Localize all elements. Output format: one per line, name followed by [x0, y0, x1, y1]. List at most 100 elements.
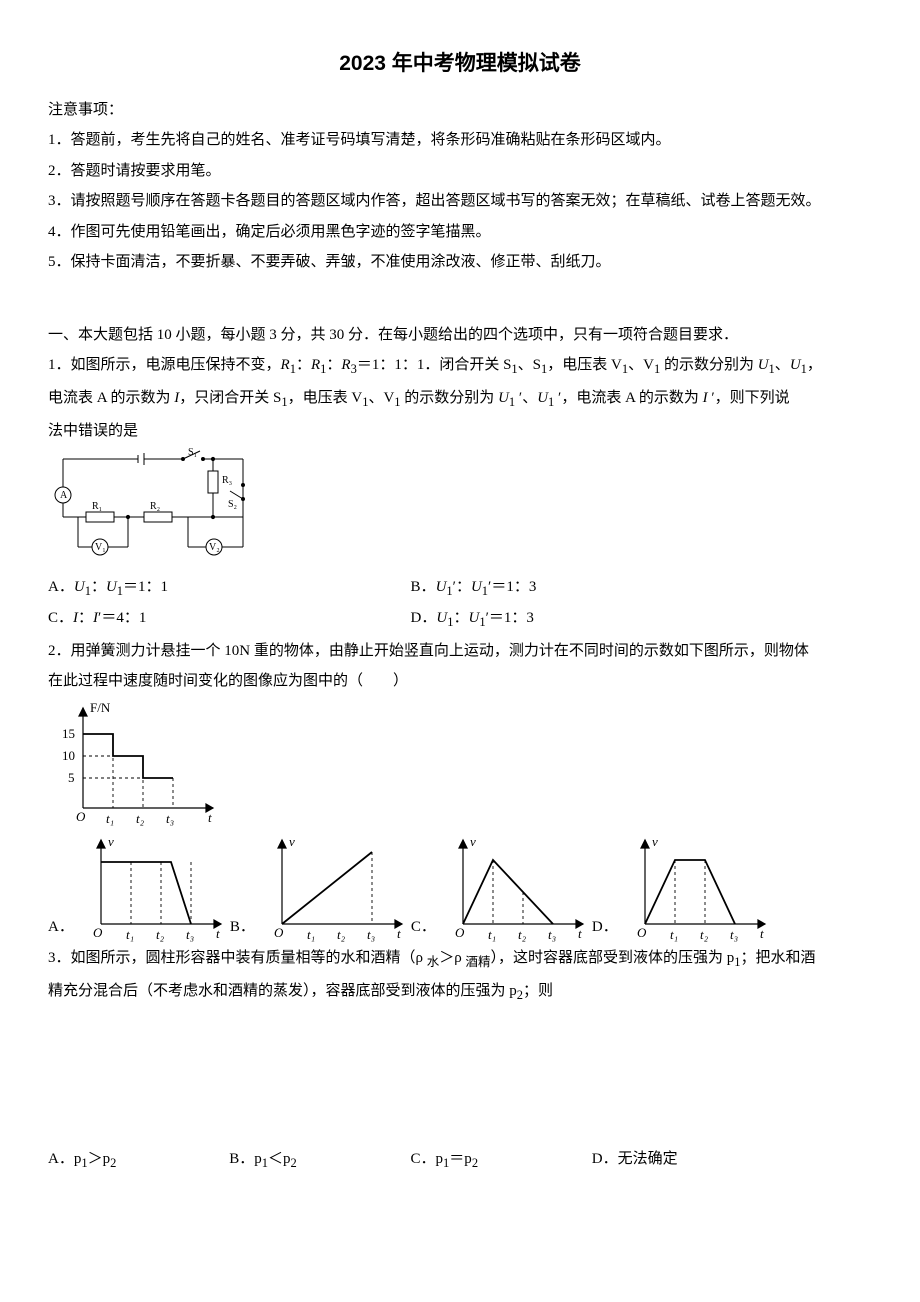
q3-options: A．p1＞p2 B．p1＜p2 C．p1＝p2 D．无法确定 [48, 1145, 872, 1176]
notice-3: 3．请按照题号顺序在答题卡各题目的答题区域内作答，超出答题区域书写的答案无效；在… [48, 187, 872, 216]
q3-stem-line1: 3．如图所示，圆柱形容器中装有质量相等的水和酒精（ρ 水＞ρ 酒精），这时容器底… [48, 944, 872, 975]
vt-graph-a: vtO t₁t₂t₃ [76, 832, 226, 942]
svg-text:t₁: t₁ [126, 927, 134, 942]
v1-label: V₁ [95, 542, 106, 553]
q3-option-c: C．p1＝p2 [411, 1145, 592, 1176]
text: A．p [48, 1151, 81, 1167]
q1-circuit-diagram: A R₁ R₂ R₃ S₁ S₂ V₁ V₂ [48, 447, 258, 567]
ylabel: F/N [90, 700, 111, 715]
text: 3．如图所示，圆柱形容器中装有质量相等的水和酒精（ρ [48, 950, 427, 966]
ytick-15: 15 [62, 726, 75, 741]
svg-text:O: O [274, 925, 284, 940]
q1-option-c: C．I：I′＝4：1 [48, 604, 411, 635]
text: ），这时容器底部受到液体的压强为 p [491, 950, 735, 966]
q2-force-chart: F/N t 15 10 5 O t₁ t₂ t₃ [48, 698, 223, 828]
q2-stem-line1: 2．用弹簧测力计悬挂一个 10N 重的物体，由静止开始竖直向上运动，测力计在不同… [48, 637, 872, 666]
notice-4: 4．作图可先使用铅笔画出，确定后必须用黑色字迹的签字笔描黑。 [48, 218, 872, 247]
text: ＝1：1 [123, 579, 168, 595]
text: 的示数分别为 [401, 390, 499, 406]
text: ′，电流表 A 的示数为 [554, 390, 702, 406]
svg-text:v: v [652, 834, 658, 849]
text: 、S [518, 357, 541, 373]
label-d: D． [592, 913, 618, 942]
q1-options: A．U1：U1＝1：1 B．U1′：U1′＝1：3 C．I：I′＝4：1 D．U… [48, 573, 872, 635]
q3-option-b: B．p1＜p2 [229, 1145, 410, 1176]
q1-stem-line1: 1．如图所示，电源电压保持不变，R1：R1：R3＝1：1：1．闭合开关 S1、S… [48, 351, 872, 382]
vt-graph-d: v t O t₁ t₂ t₃ [620, 832, 770, 942]
text: ＝4：1 [101, 610, 146, 626]
svg-text:O: O [455, 925, 465, 940]
svg-text:t: t [760, 926, 764, 941]
ammeter-label: A [60, 490, 68, 501]
xlabel: t [208, 810, 212, 825]
q2-option-graphs: A． vtO t₁t₂t₃ B． [48, 832, 872, 942]
svg-text:t₃: t₃ [367, 927, 375, 942]
text: 的示数分别为 [660, 357, 758, 373]
s1-label: S₁ [188, 447, 197, 458]
svg-text:t: t [578, 926, 582, 941]
text: ；把水和酒 [741, 950, 816, 966]
notice-5: 5．保持卡面清洁，不要折暴、不要弄破、弄皱，不准使用涂改液、修正带、刮纸刀。 [48, 248, 872, 277]
svg-text:t₁: t₁ [670, 927, 678, 942]
origin: O [76, 809, 86, 824]
text: ， [807, 357, 822, 373]
q2-option-a: A． vtO t₁t₂t₃ [48, 832, 226, 942]
svg-text:v: v [470, 834, 476, 849]
vt-graph-c: v t O t₁ t₂ t₃ [438, 832, 588, 942]
notice-header: 注意事项： [48, 96, 872, 125]
xtick-t1: t₁ [106, 811, 114, 826]
svg-text:t₂: t₂ [518, 927, 527, 942]
s2-label: S₂ [228, 499, 237, 510]
q3-option-a: A．p1＞p2 [48, 1145, 229, 1176]
text: ，电压表 V [288, 390, 363, 406]
svg-text:t₃: t₃ [730, 927, 738, 942]
q1-stem-line2: 电流表 A 的示数为 I，只闭合开关 S1，电压表 V1、V1 的示数分别为 U… [48, 384, 872, 415]
q2-option-c: C． v t O t₁ t₂ t₃ [411, 832, 588, 942]
text: B．p [229, 1151, 262, 1167]
ytick-5: 5 [68, 770, 75, 785]
text: 电流表 A 的示数为 [48, 390, 174, 406]
text: 、V [368, 390, 394, 406]
text: ′、 [515, 390, 537, 406]
q2-option-d: D． v t O t₁ t₂ t₃ [592, 832, 770, 942]
text: ＞ρ [439, 950, 465, 966]
q3-stem-line2: 精充分混合后（不考虑水和酒精的蒸发），容器底部受到液体的压强为 p2；则 [48, 977, 872, 1008]
text: 、V [628, 357, 654, 373]
text: ，电压表 V [547, 357, 622, 373]
svg-text:t₂: t₂ [337, 927, 346, 942]
xtick-t2: t₂ [136, 811, 145, 826]
svg-text:t₂: t₂ [700, 927, 709, 942]
ytick-10: 10 [62, 748, 75, 763]
q1-option-d: D．U1：U1′＝1：3 [411, 604, 774, 635]
q3-option-d: D．无法确定 [592, 1145, 773, 1176]
q1-stem-line3: 法中错误的是 [48, 417, 872, 446]
r1-label: R₁ [92, 501, 102, 512]
text: ＝p [449, 1151, 472, 1167]
svg-text:t: t [397, 926, 401, 941]
svg-text:t₂: t₂ [156, 927, 165, 942]
svg-text:t₁: t₁ [307, 927, 315, 942]
notice-2: 2．答题时请按要求用笔。 [48, 157, 872, 186]
q1-option-a: A．U1：U1＝1：1 [48, 573, 411, 604]
svg-text:O: O [93, 925, 103, 940]
svg-text:O: O [637, 925, 647, 940]
q2-option-b: B． vtO t₁t₂t₃ [230, 832, 407, 942]
svg-text:t: t [216, 926, 220, 941]
svg-text:t₁: t₁ [488, 927, 496, 942]
page-title: 2023 年中考物理模拟试卷 [48, 44, 872, 84]
text: 1．如图所示，电源电压保持不变， [48, 357, 281, 373]
svg-text:t₃: t₃ [548, 927, 556, 942]
r2-label: R₂ [150, 501, 160, 512]
section-header: 一、本大题包括 10 小题，每小题 3 分，共 30 分．在每小题给出的四个选项… [48, 321, 872, 350]
q1-option-b: B．U1′：U1′＝1：3 [411, 573, 774, 604]
label-a: A． [48, 913, 74, 942]
text: C．p [411, 1151, 444, 1167]
text: 精充分混合后（不考虑水和酒精的蒸发），容器底部受到液体的压强为 p [48, 983, 517, 999]
text: ′，则下列说 [708, 390, 790, 406]
text: ＝1：3 [489, 610, 534, 626]
v2-label: V₂ [209, 542, 220, 553]
xtick-t3: t₃ [166, 811, 174, 826]
label-c: C． [411, 913, 436, 942]
text: ；则 [523, 983, 553, 999]
notice-1: 1．答题前，考生先将自己的姓名、准考证号码填写清楚，将条形码准确粘贴在条形码区域… [48, 126, 872, 155]
